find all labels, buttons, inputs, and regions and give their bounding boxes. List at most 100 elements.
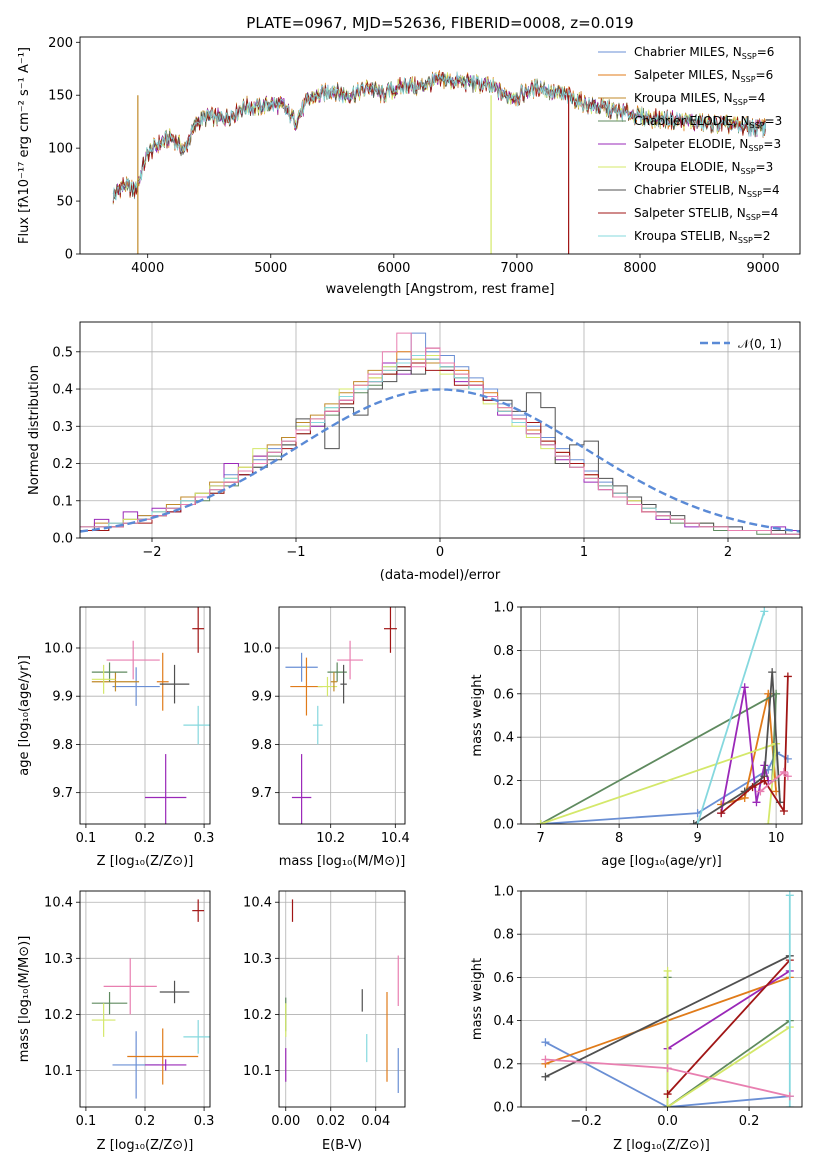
mass_vs_Z-xlabel: Z [log₁₀(Z/Z⊙)] — [97, 1138, 194, 1153]
weight_vs_Z-lines — [541, 891, 794, 1107]
y-tick-label: 0.1 — [52, 494, 73, 509]
weight-marker — [752, 798, 761, 807]
age_vs_Z-ylabel: age [log₁₀(age/yr)] — [17, 655, 32, 776]
weight_vs_Z-frame — [520, 890, 803, 1108]
errorbar-point — [290, 657, 323, 716]
x-tick-label: 2 — [724, 545, 732, 560]
y-tick-label: 0.8 — [493, 644, 514, 659]
figure-title: PLATE=0967, MJD=52636, FIBERID=0008, z=0… — [246, 14, 633, 32]
x-tick-label: 7 — [536, 831, 544, 846]
y-tick-label: 50 — [56, 195, 73, 210]
errorbar-point — [330, 672, 338, 692]
age_vs_Z-frame — [79, 606, 211, 825]
legend-label: Salpeter MILES, NSSP=6 — [634, 68, 773, 84]
errorbar-point — [91, 991, 128, 1015]
errorbar-point — [159, 664, 190, 704]
weight-marker — [785, 1092, 794, 1101]
spectrum-legend: Chabrier MILES, NSSP=6 Salpeter MILES, NS… — [598, 45, 782, 245]
legend-label: Kroupa ELODIE, NSSP=3 — [634, 160, 773, 176]
x-tick-label: 7000 — [500, 261, 533, 276]
errorbar-point — [291, 754, 312, 824]
weight_vs_age-frame — [520, 606, 803, 825]
y-tick-label: 0.0 — [52, 532, 73, 547]
y-tick-label: 0.8 — [493, 928, 514, 943]
weight-marker — [740, 683, 749, 692]
y-tick-label: 0.4 — [493, 731, 514, 746]
x-tick-label: 0.1 — [76, 831, 97, 846]
mass_vs_Z-ylabel: mass [log₁₀(M/M⊙)] — [17, 936, 32, 1063]
y-tick-label: 0.6 — [493, 971, 514, 986]
errorbar-point — [337, 640, 363, 680]
axes-spectrum: 4000 5000 6000 7000 8000 9000 0 50 100 150 200 — [48, 36, 779, 276]
x-tick-label: −0.2 — [570, 1114, 602, 1129]
weight-marker — [541, 1072, 550, 1081]
errorbar-point — [91, 1003, 116, 1037]
weight-marker — [779, 767, 788, 776]
x-tick-label: 10.2 — [316, 831, 345, 846]
x-tick-label: 0.00 — [271, 1114, 300, 1129]
y-tick-label: 9.8 — [251, 738, 272, 753]
errorbar-point — [91, 664, 116, 694]
y-tick-label: 150 — [48, 89, 73, 104]
x-tick-label: 5000 — [254, 261, 287, 276]
mass_vs_Z-frame — [79, 890, 211, 1108]
weight_vs_age-xlabel: age [log₁₀(age/yr)] — [601, 854, 722, 869]
weight-series-line — [667, 970, 791, 1050]
errorbar-point — [384, 607, 397, 653]
weight-marker — [768, 668, 777, 677]
y-tick-label: 0 — [65, 248, 73, 263]
x-tick-label: 0.1 — [76, 1114, 97, 1129]
x-tick-label: 0.2 — [135, 1114, 156, 1129]
residuals-frame — [79, 321, 801, 539]
y-tick-label: 0.2 — [493, 774, 514, 789]
histogram-steps — [80, 332, 800, 538]
residuals-ylabel: Normed distribution — [27, 365, 42, 495]
x-tick-label: 8 — [615, 831, 623, 846]
x-tick-label: 1 — [580, 545, 588, 560]
spectrum-series-line — [112, 71, 766, 201]
weight-marker — [785, 891, 794, 900]
errorbar-point — [183, 1020, 210, 1054]
spectrum-lines — [112, 70, 766, 254]
mass_vs_Z-points — [91, 899, 210, 1099]
weight-marker — [760, 776, 769, 785]
y-tick-label: 0.4 — [493, 1014, 514, 1029]
mass_vs_ebv-frame — [278, 890, 406, 1108]
errorbar-point — [192, 899, 205, 922]
errorbar-point — [285, 652, 318, 682]
weight-series-line — [696, 611, 766, 824]
y-tick-label: 9.7 — [52, 786, 73, 801]
y-tick-label: 10.0 — [243, 641, 272, 656]
age_vs_Z-xlabel: Z [log₁₀(Z/Z⊙)] — [97, 854, 194, 869]
y-tick-label: 0.5 — [52, 345, 73, 360]
x-tick-label: 0 — [436, 545, 444, 560]
normal-curve — [80, 388, 800, 533]
axes-residuals: −2 −1 0 1 2 0.0 0.1 0.2 0.3 0.4 0.5 — [52, 322, 800, 560]
weight-marker — [663, 966, 672, 975]
y-tick-label: 100 — [48, 142, 73, 157]
weight-marker — [785, 1103, 794, 1107]
weight-marker — [663, 1064, 672, 1073]
legend-label: Chabrier ELODIE, NSSP=3 — [634, 114, 782, 130]
age_vs_mass-points — [285, 607, 397, 824]
y-tick-label: 0.0 — [493, 818, 514, 833]
mass_vs_ebv-points — [285, 899, 399, 1093]
y-tick-label: 10.1 — [44, 1064, 73, 1079]
weight-marker — [717, 809, 726, 818]
y-tick-label: 0.3 — [52, 420, 73, 435]
x-tick-label: 9 — [693, 831, 701, 846]
x-tick-label: 10.4 — [381, 831, 410, 846]
legend-label: Kroupa MILES, NSSP=4 — [634, 91, 765, 107]
y-tick-label: 9.7 — [251, 786, 272, 801]
axes-age_vs_mass: 10.2 10.4 9.7 9.8 9.9 10.0 — [243, 607, 410, 846]
x-tick-label: −1 — [286, 545, 305, 560]
y-tick-label: 10.1 — [243, 1064, 272, 1079]
y-tick-label: 0.2 — [52, 457, 73, 472]
y-tick-label: 0.4 — [52, 383, 73, 398]
errorbar-point — [127, 1028, 199, 1085]
weight_vs_age-lines — [536, 607, 792, 824]
y-tick-label: 10.3 — [243, 952, 272, 967]
x-tick-label: 8000 — [623, 261, 656, 276]
y-tick-label: 9.9 — [251, 690, 272, 705]
